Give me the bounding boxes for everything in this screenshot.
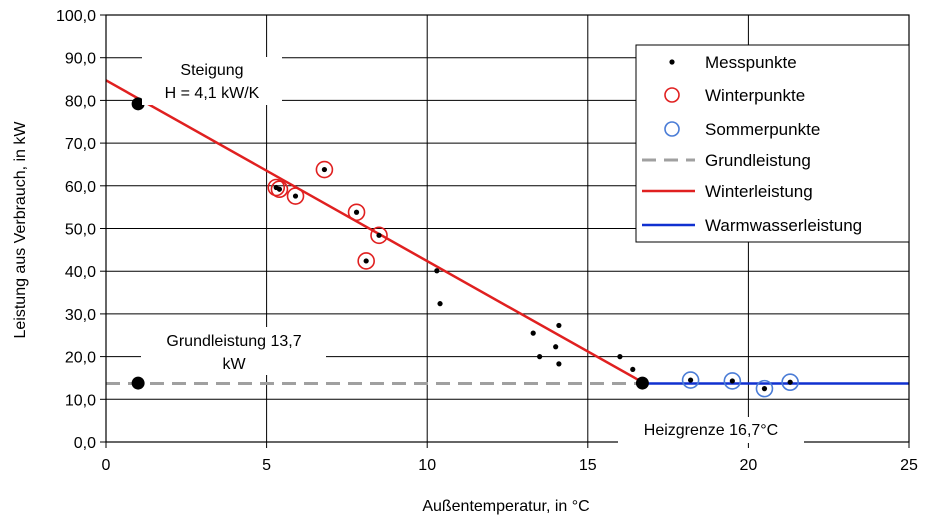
y-tick-label: 80,0 (65, 93, 96, 110)
data-point-messpunkt (761, 386, 768, 392)
data-point-messpunkt (556, 322, 562, 329)
annotation-text: Steigung (180, 62, 243, 79)
data-point-messpunkt (687, 377, 694, 383)
x-tick-label: 25 (900, 457, 918, 474)
x-axis-title: Außentemperatur, in °C (422, 498, 589, 515)
annotation-text: H = 4,1 kW/K (165, 85, 260, 102)
y-tick-label: 20,0 (65, 350, 96, 367)
data-point-messpunkt (276, 186, 283, 192)
y-tick-label: 50,0 (65, 222, 96, 239)
data-point-messpunkt (630, 366, 636, 373)
x-tick-label: 15 (579, 457, 597, 474)
data-point-messpunkt (530, 330, 536, 336)
legend-symbol-winterpunkte (664, 87, 680, 103)
annotations: Steigung H = 4,1 kW/K Grundleistung 13,7 kW… (141, 57, 804, 443)
annotation-box (141, 327, 326, 375)
data-point-messpunkt (363, 258, 369, 264)
annotation-text: Grundleistung 13,7 (166, 333, 301, 350)
data-point-messpunkt (292, 193, 299, 199)
y-tick-label: 10,0 (65, 392, 96, 409)
data-point-messpunkt (376, 232, 382, 238)
legend-label-messpunkte: Messpunkte (705, 53, 797, 72)
data-point-winterpunkte (370, 226, 388, 245)
y-tick-label: 0,0 (74, 435, 96, 452)
x-tick-label: 10 (418, 457, 436, 474)
y-axis-title: Leistung aus Verbrauch, in kW (12, 121, 29, 339)
data-point-winterpunkte (357, 252, 375, 270)
key-point (131, 97, 145, 111)
data-point-messpunkt (556, 361, 562, 367)
key-point (131, 376, 145, 390)
y-tick-label: 60,0 (65, 179, 96, 196)
data-point-sommerpunkte (681, 371, 700, 389)
legend-label-sommerpunkte: Sommerpunkte (705, 120, 820, 139)
legend-label-winterpunkte: Winterpunkte (705, 86, 805, 105)
legend-symbol-messpunkte (669, 59, 675, 65)
x-tick-label: 20 (740, 457, 758, 474)
data-point-sommerpunkte (781, 373, 799, 392)
y-tick-label: 100,0 (56, 8, 96, 25)
data-point-messpunkt (729, 378, 735, 384)
y-tick-label: 90,0 (65, 51, 96, 68)
data-point-messpunkt (434, 268, 440, 274)
annotation-box (618, 417, 804, 443)
annotation-text: kW (222, 356, 246, 373)
series-lines (105, 79, 909, 386)
data-point-messpunkt (787, 379, 793, 385)
key-point (635, 376, 649, 390)
legend-box (635, 44, 910, 243)
series-line-winterleistung (105, 79, 644, 384)
data-point-winterpunkte (347, 203, 366, 222)
data-point-messpunkt (553, 344, 559, 350)
legend: Messpunkte Winterpunkte Sommerpunkte Grundl… (635, 44, 910, 243)
data-point-winterpunkte (286, 187, 305, 205)
legend-label-winterleistung: Winterleistung (705, 182, 813, 201)
data-point-messpunkt (617, 354, 623, 360)
x-tick-label: 0 (102, 457, 111, 474)
legend-label-grundleistung: Grundleistung (705, 151, 811, 170)
legend-symbol-sommerpunkte (664, 121, 680, 137)
x-tick-label: 5 (262, 457, 271, 474)
data-point-sommerpunkte (723, 372, 742, 390)
data-point-sommerpunkte (755, 379, 774, 398)
y-tick-label: 70,0 (65, 136, 96, 153)
y-tick-label: 40,0 (65, 264, 96, 281)
data-point-winterpunkte (267, 178, 286, 197)
data-point-messpunkt (537, 354, 543, 360)
annotation-text: Heizgrenze 16,7°C (644, 422, 778, 439)
data-point-messpunkt (437, 301, 443, 307)
annotation-box (142, 57, 282, 105)
series-markers (131, 97, 799, 398)
legend-label-warmwasserleistung: Warmwasserleistung (705, 216, 862, 235)
data-point-winterpunkte (315, 160, 334, 179)
data-point-winterpunkte (270, 180, 289, 199)
data-point-messpunkt (321, 166, 328, 173)
y-tick-label: 30,0 (65, 307, 96, 324)
data-point-messpunkt (353, 209, 360, 215)
